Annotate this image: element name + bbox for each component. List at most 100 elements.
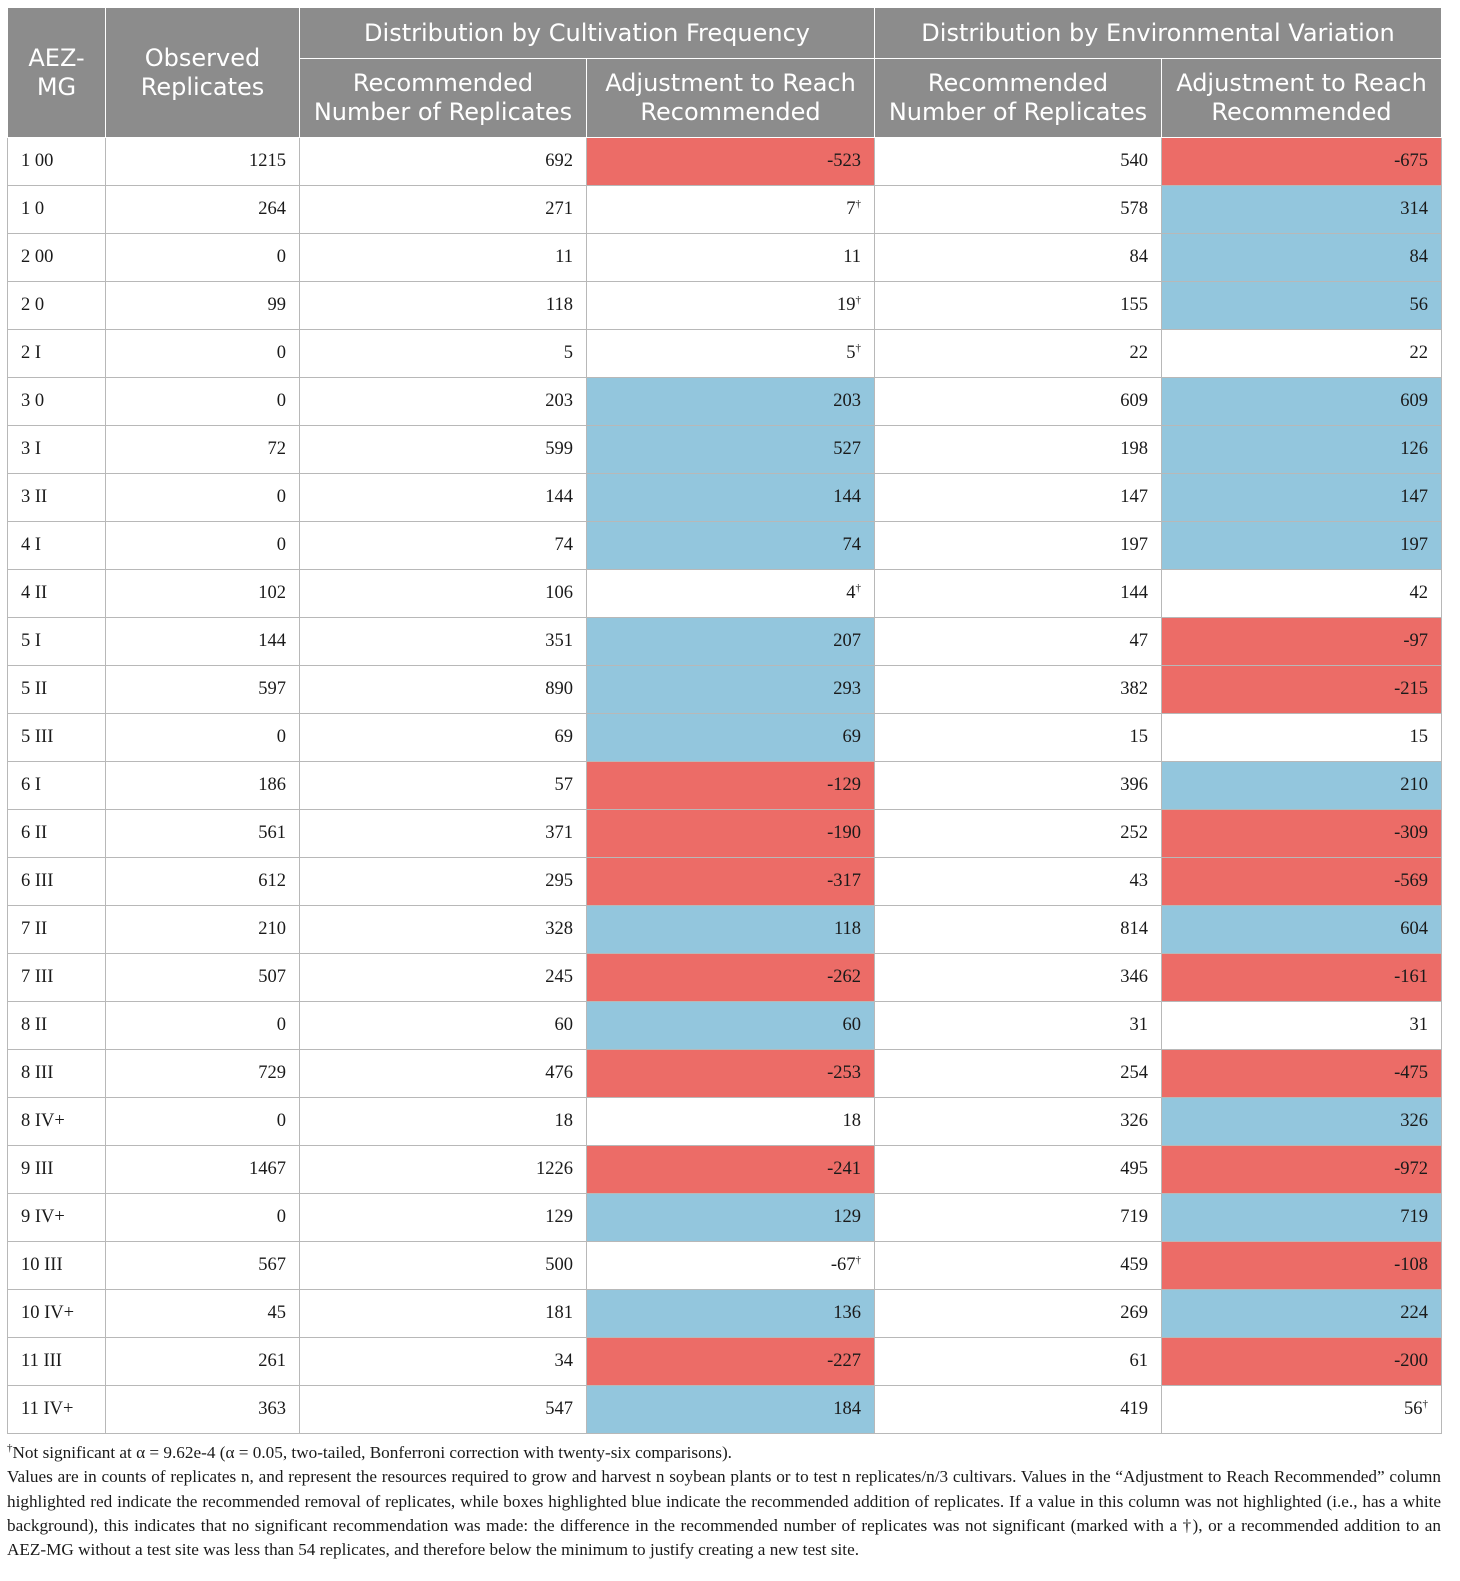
cell-value: 5 (563, 343, 573, 363)
header-ev-adjustment: Adjustment to Reach Recommended (1161, 58, 1443, 138)
cell-value: 129 (545, 1207, 573, 1227)
cell-ev-recommended: 719 (874, 1193, 1163, 1242)
cell-value: 210 (1400, 775, 1429, 795)
cell-value: 56 (1404, 1399, 1423, 1419)
cell-value: 269 (1120, 1303, 1149, 1323)
cell-value: 0 (276, 1207, 286, 1227)
cell-value: 540 (1120, 151, 1149, 171)
cell-value: 314 (1400, 199, 1429, 219)
cell-observed: 186 (105, 761, 300, 810)
header-group-environmental-variation: Distribution by Environmental Variation (874, 7, 1443, 59)
cell-value: 245 (545, 967, 573, 987)
cell-value: 326 (1120, 1111, 1149, 1131)
cell-cf-adjustment: -253 (585, 1049, 876, 1098)
table-row: 8 III 729 476 -253 254 -475 (7, 1049, 1443, 1098)
cell-cf-recommended: 129 (299, 1193, 587, 1242)
cell-value: 4 (846, 583, 856, 603)
cell-cf-recommended: 271 (299, 185, 587, 234)
cell-ev-recommended: 155 (874, 281, 1163, 330)
cell-cf-adjustment: 5† (585, 329, 876, 378)
cell-value: 60 (842, 1015, 862, 1035)
cell-observed: 597 (105, 665, 300, 714)
cell-observed: 0 (105, 329, 300, 378)
cell-value: 0 (276, 1015, 286, 1035)
cell-value: 15 (1129, 727, 1149, 747)
cell-aez-mg: 10 III (7, 1241, 106, 1290)
cell-value: 203 (545, 391, 573, 411)
cell-cf-recommended: 106 (299, 569, 587, 618)
cell-ev-recommended: 419 (874, 1385, 1163, 1434)
cell-observed: 0 (105, 473, 300, 522)
cell-aez-mg: 9 III (7, 1145, 106, 1194)
cell-ev-recommended: 382 (874, 665, 1163, 714)
table-row: 3 0 0 203 203 609 609 (7, 377, 1443, 426)
cell-value: 31 (1129, 1015, 1149, 1035)
cell-value: 459 (1120, 1255, 1149, 1275)
cell-ev-adjustment: 84 (1161, 233, 1443, 282)
cell-ev-recommended: 609 (874, 377, 1163, 426)
cell-ev-recommended: 61 (874, 1337, 1163, 1386)
cell-aez-mg: 6 III (7, 857, 106, 906)
cell-ev-adjustment: 314 (1161, 185, 1443, 234)
cell-ev-adjustment: 31 (1161, 1001, 1443, 1050)
cell-value: 476 (545, 1063, 573, 1083)
cell-cf-recommended: 328 (299, 905, 587, 954)
cell-cf-recommended: 295 (299, 857, 587, 906)
cell-observed: 261 (105, 1337, 300, 1386)
cell-aez-mg: 11 IV+ (7, 1385, 106, 1434)
cell-aez-mg: 6 II (7, 809, 106, 858)
cell-value: 22 (1409, 343, 1429, 363)
cell-value: 382 (1120, 679, 1149, 699)
cell-value: -190 (827, 823, 862, 843)
cell-value: 147 (1120, 487, 1149, 507)
cell-value: 567 (258, 1255, 286, 1275)
cell-ev-recommended: 147 (874, 473, 1163, 522)
cell-ev-recommended: 495 (874, 1145, 1163, 1194)
cell-observed: 99 (105, 281, 300, 330)
cell-value: 561 (258, 823, 286, 843)
cell-value: -215 (1394, 679, 1429, 699)
table-row: 5 I 144 351 207 47 -97 (7, 617, 1443, 666)
cell-cf-adjustment: 60 (585, 1001, 876, 1050)
cell-value: 5 II (21, 679, 48, 699)
cell-value: -97 (1403, 631, 1429, 651)
cell-value: 129 (833, 1207, 862, 1227)
cell-value: 351 (545, 631, 573, 651)
cell-observed: 72 (105, 425, 300, 474)
cell-ev-adjustment: -475 (1161, 1049, 1443, 1098)
cell-aez-mg: 8 IV+ (7, 1097, 106, 1146)
cell-aez-mg: 4 II (7, 569, 106, 618)
cell-value: 69 (842, 727, 862, 747)
cell-cf-adjustment: 74 (585, 521, 876, 570)
dagger-mark: † (855, 294, 862, 306)
cell-cf-adjustment: 19† (585, 281, 876, 330)
cell-value: 9 IV+ (21, 1207, 65, 1227)
cell-cf-recommended: 890 (299, 665, 587, 714)
cell-ev-recommended: 84 (874, 233, 1163, 282)
cell-value: 181 (545, 1303, 573, 1323)
table-row: 3 I 72 599 527 198 126 (7, 425, 1443, 474)
cell-value: 0 (276, 343, 286, 363)
cell-ev-adjustment: -108 (1161, 1241, 1443, 1290)
cell-value: 144 (1120, 583, 1149, 603)
cell-value: 210 (258, 919, 286, 939)
cell-ev-adjustment: -675 (1161, 137, 1443, 186)
cell-value: 729 (258, 1063, 286, 1083)
cell-value: 346 (1120, 967, 1149, 987)
cell-observed: 561 (105, 809, 300, 858)
cell-cf-recommended: 11 (299, 233, 587, 282)
cell-value: 84 (1129, 247, 1149, 267)
cell-ev-adjustment: -97 (1161, 617, 1443, 666)
cell-value: 692 (545, 151, 573, 171)
cell-ev-recommended: 31 (874, 1001, 1163, 1050)
cell-value: -67 (830, 1255, 856, 1275)
cell-value: 6 I (21, 775, 42, 795)
cell-value: 0 (276, 391, 286, 411)
cell-value: 419 (1120, 1399, 1149, 1419)
cell-value: 11 (843, 247, 862, 267)
cell-value: 19 (837, 295, 856, 315)
cell-cf-adjustment: -523 (585, 137, 876, 186)
table-row: 6 I 186 57 -129 396 210 (7, 761, 1443, 810)
cell-cf-recommended: 599 (299, 425, 587, 474)
cell-cf-adjustment: -190 (585, 809, 876, 858)
